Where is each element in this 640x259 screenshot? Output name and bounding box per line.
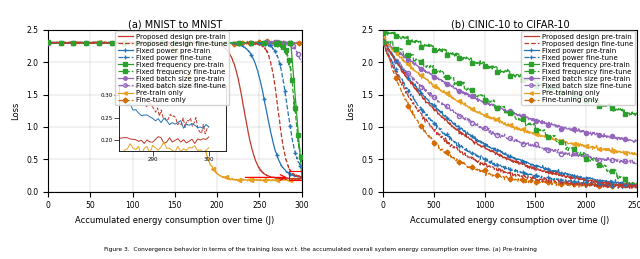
Y-axis label: Loss: Loss bbox=[347, 102, 356, 120]
Title: (a) MNIST to MNIST: (a) MNIST to MNIST bbox=[128, 19, 222, 29]
X-axis label: Accumulated energy consumption over time (J): Accumulated energy consumption over time… bbox=[410, 216, 609, 225]
X-axis label: Accumulated energy consumption over time (J): Accumulated energy consumption over time… bbox=[76, 216, 275, 225]
Title: (b) CINIC-10 to CIFAR-10: (b) CINIC-10 to CIFAR-10 bbox=[451, 19, 569, 29]
Legend: Proposed design pre-train, Proposed design fine-tune, Fixed power pre-train, Fix: Proposed design pre-train, Proposed desi… bbox=[521, 31, 636, 105]
Legend: Proposed design pre-train, Proposed design fine-tune, Fixed power pre-train, Fix: Proposed design pre-train, Proposed desi… bbox=[115, 31, 229, 105]
Bar bbox=[289, 171, 302, 180]
Text: Figure 3.  Convergence behavior in terms of the training loss w.r.t. the accumul: Figure 3. Convergence behavior in terms … bbox=[104, 247, 536, 252]
Y-axis label: Loss: Loss bbox=[12, 102, 20, 120]
